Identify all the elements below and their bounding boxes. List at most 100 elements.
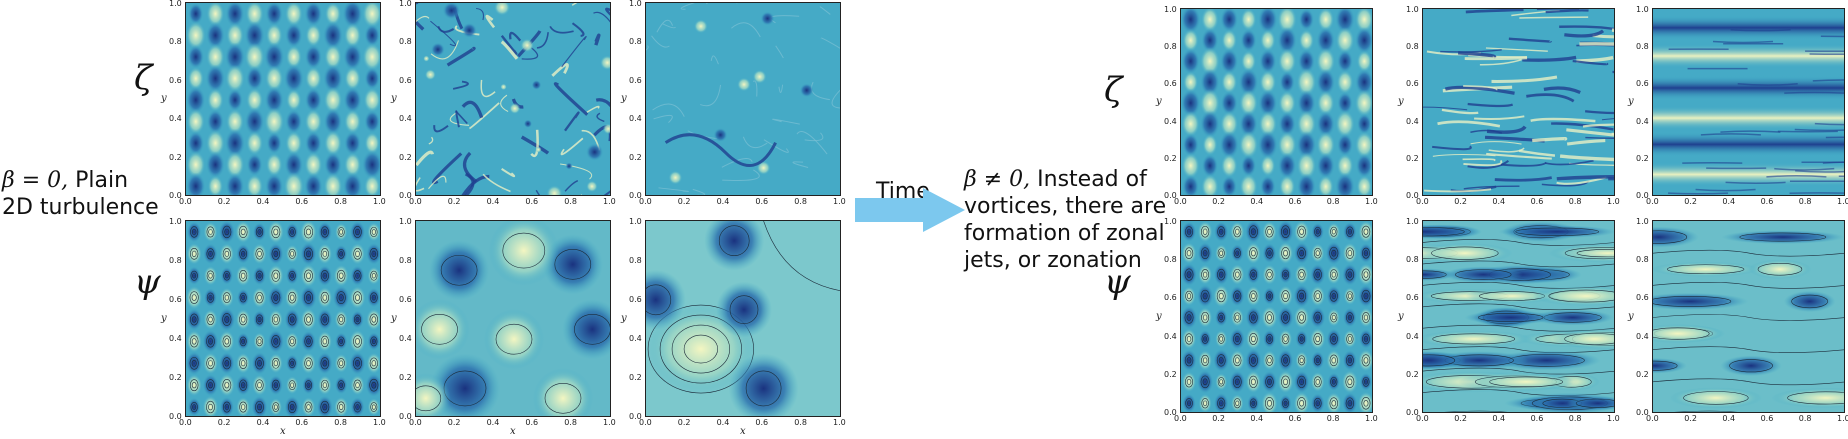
y-tick-label: 0.6 xyxy=(1636,293,1649,303)
x-tick-label: 0.8 xyxy=(794,197,807,206)
y-tick-label: 0.2 xyxy=(1164,153,1177,163)
x-tick-label: 0.6 xyxy=(1530,197,1544,206)
x-tick-label: 0.2 xyxy=(677,418,691,427)
x-tick-label: 0.6 xyxy=(755,418,769,427)
x-tick-label: 0.2 xyxy=(1454,197,1467,206)
plot-panel-right-zeta-t3 xyxy=(1652,8,1845,196)
x-tick-label: 1.0 xyxy=(1365,197,1378,206)
y-tick-label: 0.6 xyxy=(629,75,642,85)
left-psi-label: ψ xyxy=(134,262,161,302)
x-tick-label: 0.2 xyxy=(1212,197,1225,206)
y-tick-label: 0.2 xyxy=(169,152,182,162)
y-tick-label: 0.0 xyxy=(399,412,412,421)
plot-panel-right-psi-t3 xyxy=(1652,220,1845,413)
right-psi-label: ψ xyxy=(1104,262,1131,302)
y-tick-label: 1.0 xyxy=(1164,217,1177,226)
beta-nonzero-math: β ≠ 0, xyxy=(964,167,1031,192)
x-tick-label: 0.0 xyxy=(179,197,192,206)
x-tick-label: 0.8 xyxy=(1568,414,1582,423)
x-tick-label: 0.8 xyxy=(794,418,807,427)
x-tick-label: 0.4 xyxy=(716,197,730,206)
y-tick-label: 0.2 xyxy=(1164,369,1177,379)
y-axis-label: y xyxy=(621,312,627,324)
x-axis-label: x xyxy=(740,426,746,437)
x-tick-label: 0.4 xyxy=(1492,197,1506,206)
x-tick-label: 0.8 xyxy=(564,197,577,206)
y-tick-label: 0.4 xyxy=(629,334,642,343)
y-tick-label: 0.6 xyxy=(169,295,182,304)
y-tick-label: 0.2 xyxy=(1406,153,1419,163)
x-tick-label: 0.0 xyxy=(179,418,192,427)
x-tick-label: 0.6 xyxy=(295,418,309,427)
y-axis-label: y xyxy=(1156,96,1162,107)
y-tick-label: 0.4 xyxy=(1636,116,1649,126)
y-tick-label: 0.0 xyxy=(629,412,642,421)
x-tick-label: 0.8 xyxy=(1568,197,1582,206)
y-tick-label: 0.8 xyxy=(1636,42,1649,52)
y-tick-label: 0.4 xyxy=(169,114,182,124)
y-tick-label: 0.6 xyxy=(399,75,412,85)
y-tick-label: 0.6 xyxy=(1164,79,1177,89)
y-tick-label: 0.6 xyxy=(399,295,412,304)
y-tick-label: 1.0 xyxy=(169,217,182,226)
beta-zero-math: β = 0, xyxy=(2,168,69,193)
y-tick-label: 1.0 xyxy=(1406,5,1419,14)
x-tick-label: 0.8 xyxy=(334,197,347,206)
plot-panel-left-zeta-t2 xyxy=(415,2,611,196)
plot-panel-left-zeta-t1 xyxy=(185,2,381,196)
y-tick-label: 1.0 xyxy=(629,217,642,226)
x-tick-label: 0.4 xyxy=(256,418,270,427)
x-tick-label: 0.2 xyxy=(677,197,691,206)
y-tick-label: 0.4 xyxy=(1406,331,1419,341)
left-zeta-label: ζ xyxy=(134,58,153,98)
plot-panel-right-psi-t2 xyxy=(1422,220,1615,413)
left-caption-text: Plain 2D turbulence xyxy=(2,168,159,220)
x-tick-label: 0.2 xyxy=(447,418,461,427)
y-tick-label: 0.2 xyxy=(629,373,642,382)
y-tick-label: 0.4 xyxy=(399,114,412,124)
time-arrow-icon xyxy=(855,188,965,232)
y-tick-label: 0.6 xyxy=(1406,79,1419,89)
x-tick-label: 0.6 xyxy=(295,197,309,206)
x-tick-label: 1.0 xyxy=(373,418,386,427)
plot-panel-right-psi-t1 xyxy=(1180,220,1373,413)
y-tick-label: 1.0 xyxy=(169,0,182,8)
x-tick-label: 0.8 xyxy=(564,418,577,427)
right-zeta-label: ζ xyxy=(1104,70,1123,110)
x-tick-label: 0.4 xyxy=(256,197,270,206)
y-tick-label: 0.0 xyxy=(1406,191,1419,200)
x-tick-label: 0.2 xyxy=(217,418,231,427)
y-axis-label: y xyxy=(161,312,167,324)
y-tick-label: 0.2 xyxy=(399,373,412,382)
plot-panel-left-psi-t2 xyxy=(415,220,611,417)
x-tick-label: 1.0 xyxy=(833,418,846,427)
x-tick-label: 0.0 xyxy=(409,197,422,206)
x-tick-label: 0.6 xyxy=(755,197,769,206)
y-tick-label: 0.0 xyxy=(399,191,412,200)
x-tick-label: 0.4 xyxy=(716,418,730,427)
x-tick-label: 0.0 xyxy=(1646,414,1659,423)
y-tick-label: 0.4 xyxy=(169,334,182,343)
x-tick-label: 0.4 xyxy=(486,418,500,427)
x-tick-label: 0.6 xyxy=(525,197,539,206)
x-tick-label: 1.0 xyxy=(1607,414,1620,423)
y-tick-label: 0.0 xyxy=(1164,191,1177,200)
x-tick-label: 0.2 xyxy=(447,197,461,206)
x-tick-label: 0.2 xyxy=(1212,414,1225,423)
x-tick-label: 1.0 xyxy=(603,197,616,206)
y-tick-label: 0.8 xyxy=(629,37,642,47)
x-tick-label: 0.0 xyxy=(1646,197,1659,206)
x-tick-label: 0.6 xyxy=(1760,197,1774,206)
y-tick-label: 0.0 xyxy=(1636,191,1649,200)
y-tick-label: 0.4 xyxy=(629,114,642,124)
y-tick-label: 1.0 xyxy=(629,0,642,8)
y-tick-label: 0.0 xyxy=(169,191,182,200)
x-tick-label: 0.0 xyxy=(639,418,652,427)
y-tick-label: 0.4 xyxy=(1636,331,1649,341)
x-tick-label: 0.8 xyxy=(1326,414,1340,423)
y-tick-label: 1.0 xyxy=(399,0,412,8)
y-tick-label: 0.4 xyxy=(1406,116,1419,126)
x-tick-label: 0.4 xyxy=(1492,414,1506,423)
y-tick-label: 0.8 xyxy=(399,256,412,265)
y-tick-label: 0.8 xyxy=(1406,255,1419,265)
